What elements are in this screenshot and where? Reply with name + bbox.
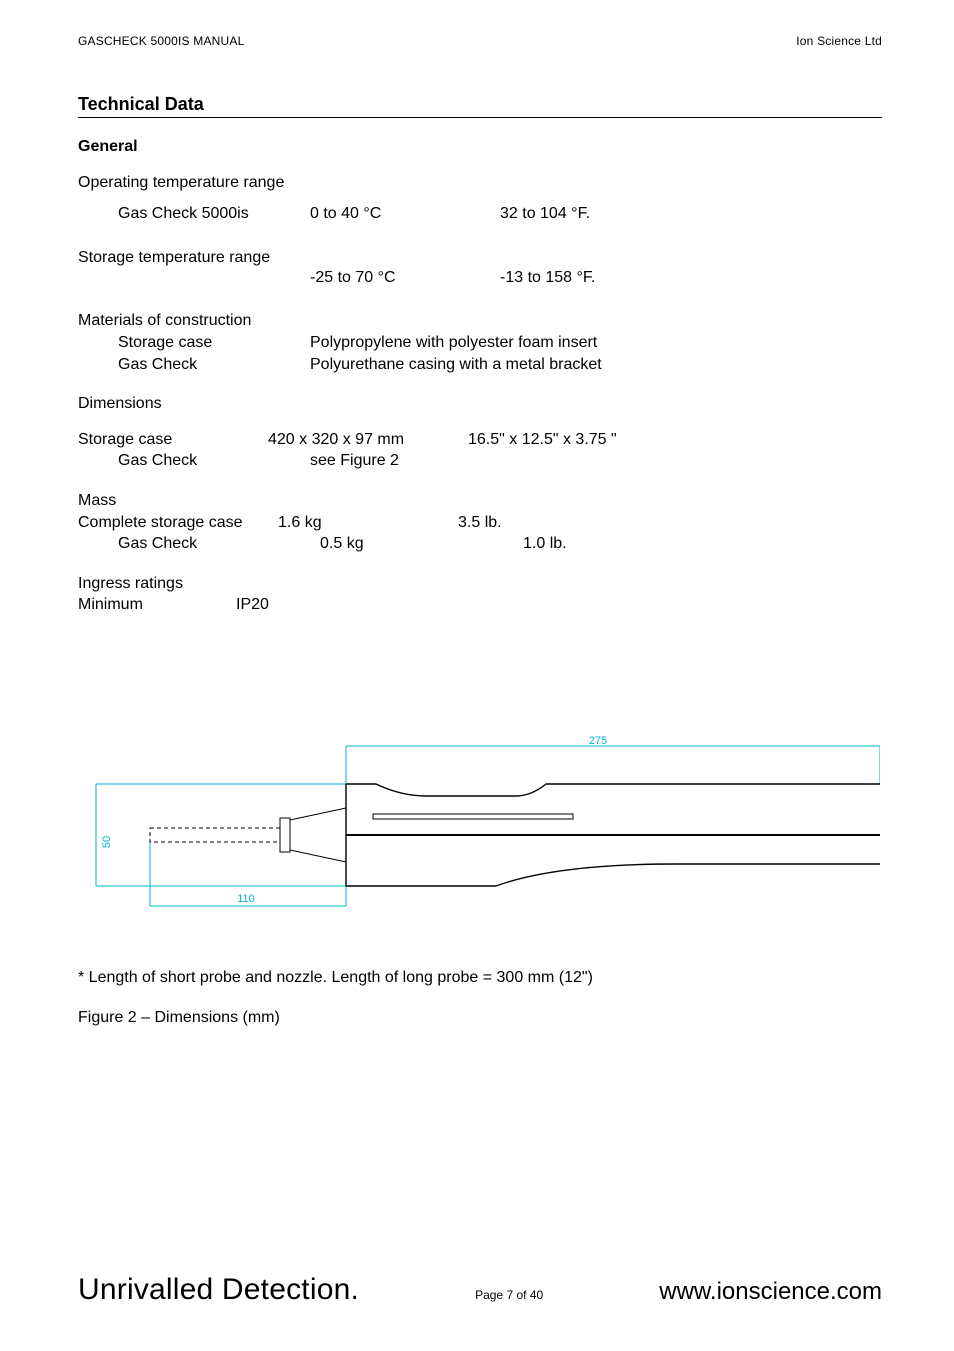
footer-url: www.ionscience.com [659,1278,882,1306]
materials-label: Materials of construction [78,310,882,332]
dimensions-label: Dimensions [78,393,882,415]
mass-complete-kg: 1.6 kg [278,512,458,534]
footnote: * Length of short probe and nozzle. Leng… [78,969,882,987]
materials-storage-case-val: Polypropylene with polyester foam insert [310,332,882,354]
svg-text:110: 110 [237,893,255,905]
storage-temp-label: Storage temperature range [78,247,310,289]
svg-text:50: 50 [101,836,113,848]
op-temp-item: Gas Check 5000is [78,203,310,225]
ingress-min-val: IP20 [236,594,882,616]
footer-tagline: Unrivalled Detection. [78,1273,359,1307]
mass-complete-label: Complete storage case [78,512,278,534]
op-temp-row: Gas Check 5000is 0 to 40 °C 32 to 104 °F… [78,203,882,225]
storage-temp-f: -13 to 158 °F. [500,247,882,289]
mass-gc-label: Gas Check [78,533,278,555]
svg-text:275: 275 [589,736,607,747]
dim-storage-case-label: Storage case [78,429,268,451]
running-header: GASCHECK 5000IS MANUAL Ion Science Ltd [78,34,882,48]
pager-prefix: Page [475,1288,506,1302]
ingress-row: Minimum IP20 [78,594,882,616]
ingress-min-label: Minimum [78,594,236,616]
dim-gas-check-label: Gas Check [78,450,268,472]
mass-gc-kg: 0.5 kg [278,533,458,555]
header-right: Ion Science Ltd [796,34,882,48]
mass-label: Mass [78,490,882,512]
materials-storage-case-label: Storage case [78,332,310,354]
pager-total: 40 [530,1288,543,1302]
storage-temp-c: -25 to 70 °C [310,247,500,289]
dim-gas-check-val: see Figure 2 [268,450,468,472]
dimension-diagram: 275 50 110 [78,736,882,921]
pager-mid: of [513,1288,530,1302]
materials-gas-check-label: Gas Check [78,354,310,376]
op-temp-c: 0 to 40 °C [310,203,500,225]
dim-storage-case-in: 16.5" x 12.5" x 3.75 " [468,429,882,451]
dim-storage-case-row: Storage case 420 x 320 x 97 mm 16.5" x 1… [78,429,882,451]
op-temp-f: 32 to 104 °F. [500,203,882,225]
mass-gas-check-row: Gas Check 0.5 kg 1.0 lb. [78,533,882,555]
mass-gc-lb: 1.0 lb. [523,533,882,555]
page: GASCHECK 5000IS MANUAL Ion Science Ltd T… [0,0,954,1351]
mass-complete-row: Complete storage case 1.6 kg 3.5 lb. [78,512,882,534]
materials-gas-check-val: Polyurethane casing with a metal bracket [310,354,882,376]
footer-pager: Page 7 of 40 [475,1288,543,1302]
materials-block: Materials of construction Storage case P… [78,310,882,375]
subsection-general: General [78,136,882,158]
figure-caption: Figure 2 – Dimensions (mm) [78,1009,882,1027]
op-temp-label: Operating temperature range [78,172,882,194]
dimension-diagram-svg: 275 50 110 [78,736,880,921]
mass-complete-lb: 3.5 lb. [458,512,523,534]
ingress-label: Ingress ratings [78,573,882,595]
header-left: GASCHECK 5000IS MANUAL [78,34,244,48]
dim-storage-case-mm: 420 x 320 x 97 mm [268,429,468,451]
dim-gas-check-row: Gas Check see Figure 2 [78,450,882,472]
section-title: Technical Data [78,94,882,118]
storage-temp-row: Storage temperature range -25 to 70 °C -… [78,247,882,289]
footer: Unrivalled Detection. Page 7 of 40 www.i… [78,1273,882,1307]
